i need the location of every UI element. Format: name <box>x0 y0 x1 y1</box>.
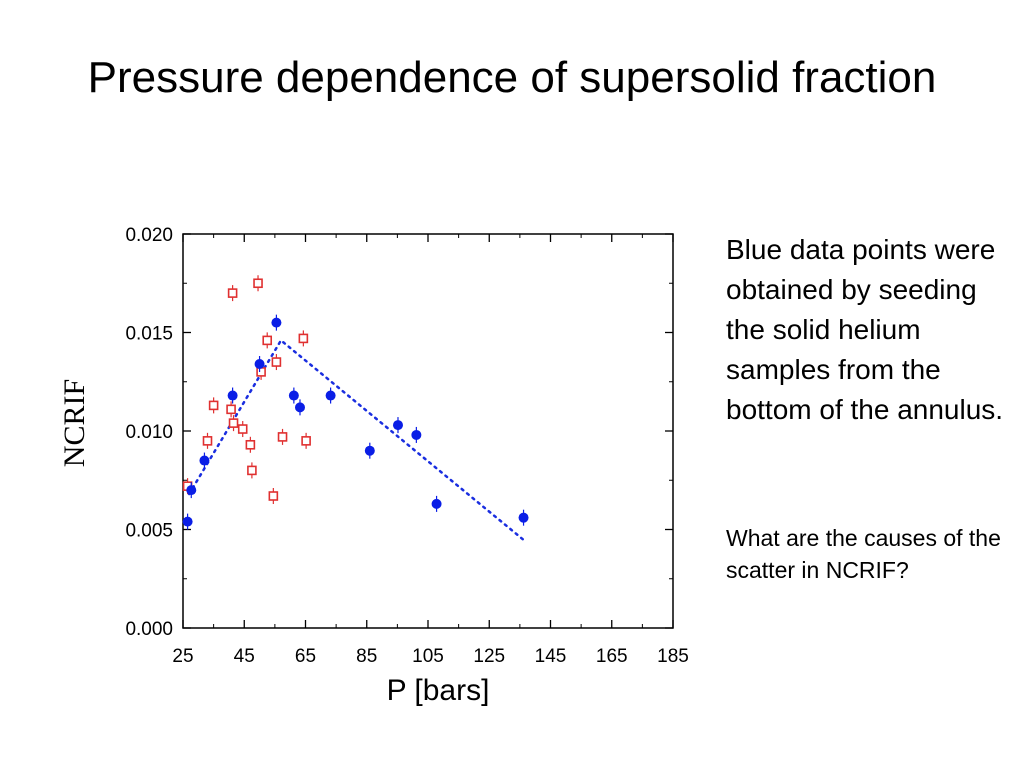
blue-circle-point <box>411 429 422 440</box>
y-tick-label: 0.020 <box>125 225 173 246</box>
x-tick-label: 145 <box>535 646 567 667</box>
blue-circle-point <box>271 317 282 328</box>
blue-circle-point <box>227 390 238 401</box>
blue-circle-point <box>518 512 529 523</box>
red-square-point <box>253 278 263 289</box>
blue-circle-point <box>294 402 305 413</box>
y-axis-label: NCRIF <box>58 379 91 467</box>
blue-circle-point <box>288 390 299 401</box>
x-tick-label: 105 <box>412 646 444 667</box>
red-square-point <box>208 400 219 411</box>
x-tick-label: 65 <box>295 646 316 667</box>
y-tick-label: 0.015 <box>125 324 173 345</box>
y-tick-label: 0.010 <box>125 422 173 443</box>
red-square-point <box>298 333 309 344</box>
y-tick-label: 0.000 <box>125 619 173 640</box>
red-square-point <box>237 424 248 434</box>
x-tick-label: 85 <box>356 646 377 667</box>
blue-circle-point <box>199 455 210 466</box>
red-square-point <box>226 404 236 415</box>
x-tick-label: 125 <box>473 646 505 667</box>
blue-circle-point <box>364 445 375 456</box>
blue-circle-point <box>325 390 336 401</box>
x-tick-label: 25 <box>172 646 193 667</box>
red-square-point <box>268 491 279 501</box>
red-square-point <box>227 288 238 298</box>
blue-circle-point <box>392 420 403 431</box>
y-tick-label: 0.005 <box>125 521 173 542</box>
red-square-point <box>301 436 311 446</box>
red-square-point <box>256 367 266 377</box>
blue-circle-point <box>182 516 193 527</box>
blue-circle-point <box>186 485 197 496</box>
blue-circle-point <box>254 359 265 370</box>
slide-title: Pressure dependence of supersolid fracti… <box>87 53 937 102</box>
x-tick-label: 165 <box>596 646 628 667</box>
blue-points-note: Blue data points were obtained by seedin… <box>726 234 1004 425</box>
red-square-point <box>277 432 288 442</box>
plot-frame <box>182 233 674 629</box>
red-square-point <box>228 418 239 428</box>
x-tick-label: 185 <box>657 646 689 667</box>
x-axis-label: P [bars] <box>387 674 490 707</box>
red-square-point <box>245 439 256 450</box>
red-square-point <box>247 465 257 476</box>
red-square-point <box>271 357 282 367</box>
scatter-question: What are the causes of the scatter in NC… <box>726 525 1001 583</box>
blue-circle-point <box>431 498 442 509</box>
x-tick-label: 45 <box>234 646 255 667</box>
red-square-point <box>202 436 213 446</box>
red-square-point <box>262 335 273 346</box>
trend-line <box>187 338 525 541</box>
